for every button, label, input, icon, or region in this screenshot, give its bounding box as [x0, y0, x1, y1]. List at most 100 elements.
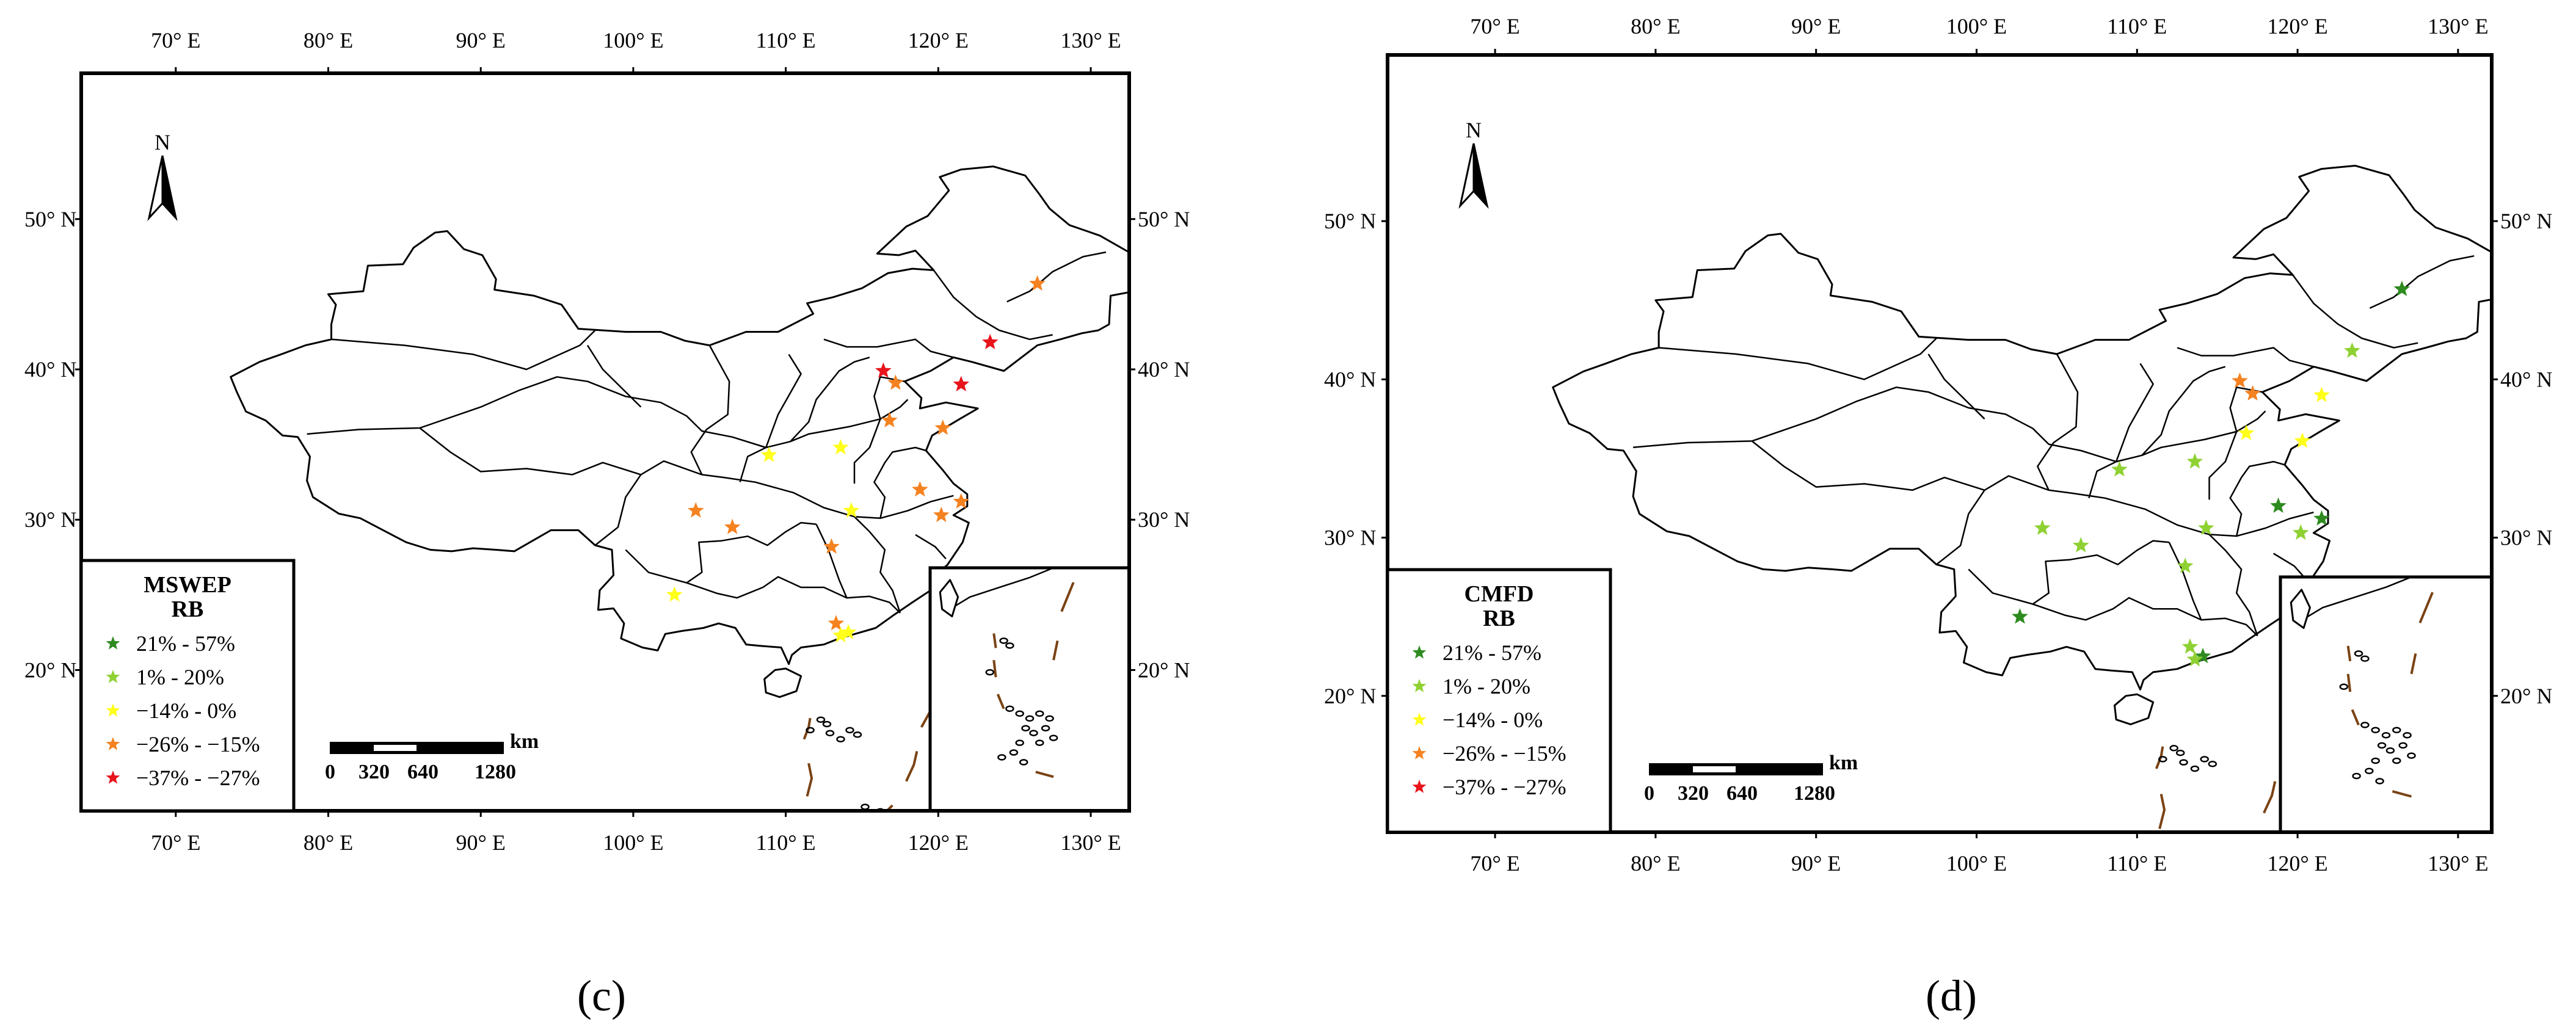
island-mark [845, 727, 854, 734]
lon-tick-label-bottom: 80° E [1631, 851, 1680, 876]
island-mark [806, 727, 815, 734]
station-star [2186, 453, 2203, 469]
province-boundary [594, 474, 642, 546]
inset-taiwan [939, 579, 959, 618]
map-body [230, 165, 1129, 829]
inset-map [2290, 576, 2434, 798]
legend-star-icon [1412, 679, 1427, 692]
lon-tick-label-top: 130° E [2428, 14, 2488, 38]
inset-island [2377, 742, 2387, 749]
station-star [934, 419, 951, 435]
north-arrow-icon [147, 155, 164, 222]
inset-island [2398, 742, 2407, 749]
inset-island [1005, 642, 1014, 649]
legend-item-label: 1% - 20% [1443, 674, 1530, 698]
island-mark [2214, 846, 2221, 850]
island-mark [860, 803, 870, 810]
station-star [2177, 557, 2194, 573]
station-star [1029, 275, 1046, 291]
island-mark [2169, 745, 2178, 752]
inset-island [2381, 731, 2391, 739]
inset-dash [2392, 790, 2412, 798]
lon-tick-label-top: 80° E [304, 28, 353, 53]
legend-item-label: −14% - 0% [1443, 708, 1543, 732]
lon-tick-label-bottom: 110° E [756, 830, 816, 855]
lon-tick-label-bottom: 90° E [456, 830, 506, 855]
island-mark [2210, 849, 2218, 854]
lon-tick-label-bottom: 120° E [2267, 851, 2327, 876]
nine-dash-segment [2158, 794, 2166, 829]
lat-tick-label-left: 30° N [1324, 526, 1376, 550]
island-mark [2179, 759, 2188, 766]
lon-tick-label-top: 120° E [2267, 14, 2327, 38]
island-mark [850, 824, 857, 829]
station-star [2034, 520, 2051, 535]
legend-item-label: −14% - 0% [136, 698, 236, 723]
island-mark [822, 720, 832, 728]
island-mark [875, 822, 882, 827]
lon-tick-label-top: 80° E [1631, 14, 1680, 38]
province-boundary [1927, 354, 1985, 420]
lon-tick-label-bottom: 70° E [151, 830, 200, 855]
station-star [828, 615, 845, 631]
inset-island [2392, 757, 2401, 764]
island-mark [853, 731, 862, 738]
province-boundary [419, 427, 954, 520]
lon-tick-label-top: 120° E [908, 28, 969, 53]
station-star [2393, 280, 2410, 296]
inset-dash [992, 659, 997, 678]
station-star [840, 623, 857, 640]
station-star [2012, 608, 2028, 624]
lat-tick-label-right: 50° N [1138, 207, 1190, 231]
province-boundary [2088, 363, 2154, 499]
inset-island [1035, 710, 1044, 717]
nine-dash-segment [2224, 838, 2249, 857]
inset-dash [2418, 592, 2434, 623]
inset-frame [928, 566, 1131, 813]
hainan-outline [763, 667, 802, 698]
inset-island [985, 669, 995, 676]
scale-label: 640 [407, 761, 438, 783]
scale-bar-segment [1693, 766, 1736, 772]
lon-tick-label-bottom: 90° E [1791, 851, 1841, 876]
station-star [2186, 651, 2203, 667]
inset-island [999, 637, 1008, 644]
province-boundary [686, 521, 817, 584]
lat-tick-label-right: 40° N [2500, 367, 2552, 391]
station-star [2198, 520, 2214, 535]
lon-tick-label-top: 70° E [151, 28, 200, 53]
legend-item-label: 21% - 57% [136, 631, 235, 656]
station-star [953, 375, 970, 391]
province-boundary [331, 330, 596, 371]
province-boundary [873, 446, 926, 519]
province-boundary [586, 344, 642, 408]
china-outline [230, 165, 1129, 666]
province-boundary [307, 376, 881, 449]
province-boundary [853, 399, 909, 484]
inset-coast [945, 567, 1054, 612]
island-mark [816, 716, 826, 723]
lat-tick-label-left: 40° N [24, 357, 76, 382]
legend-box [79, 559, 296, 813]
lat-tick-label-right: 20° N [2500, 684, 2552, 708]
inset-frame [2279, 575, 2494, 834]
inset-island [1049, 734, 1058, 741]
island-mark [2232, 857, 2239, 861]
hainan-outline [2114, 693, 2155, 725]
station-star [843, 502, 860, 518]
legend-star-icon [1412, 645, 1427, 659]
scale-unit: km [510, 730, 539, 753]
inset-island [2392, 727, 2401, 734]
legend-star-icon [1412, 780, 1427, 793]
north-label: N [1466, 118, 1482, 142]
island-mark [825, 730, 835, 737]
station-star [832, 439, 849, 455]
station-star [912, 481, 928, 497]
inset-island [2403, 731, 2412, 739]
legend-box [1386, 568, 1612, 834]
scale-label: 1280 [475, 761, 516, 783]
station-star [2181, 638, 2199, 654]
inset-island [1005, 705, 1014, 713]
lon-tick-label-bottom: 70° E [1470, 851, 1519, 876]
station-star [2073, 537, 2089, 553]
